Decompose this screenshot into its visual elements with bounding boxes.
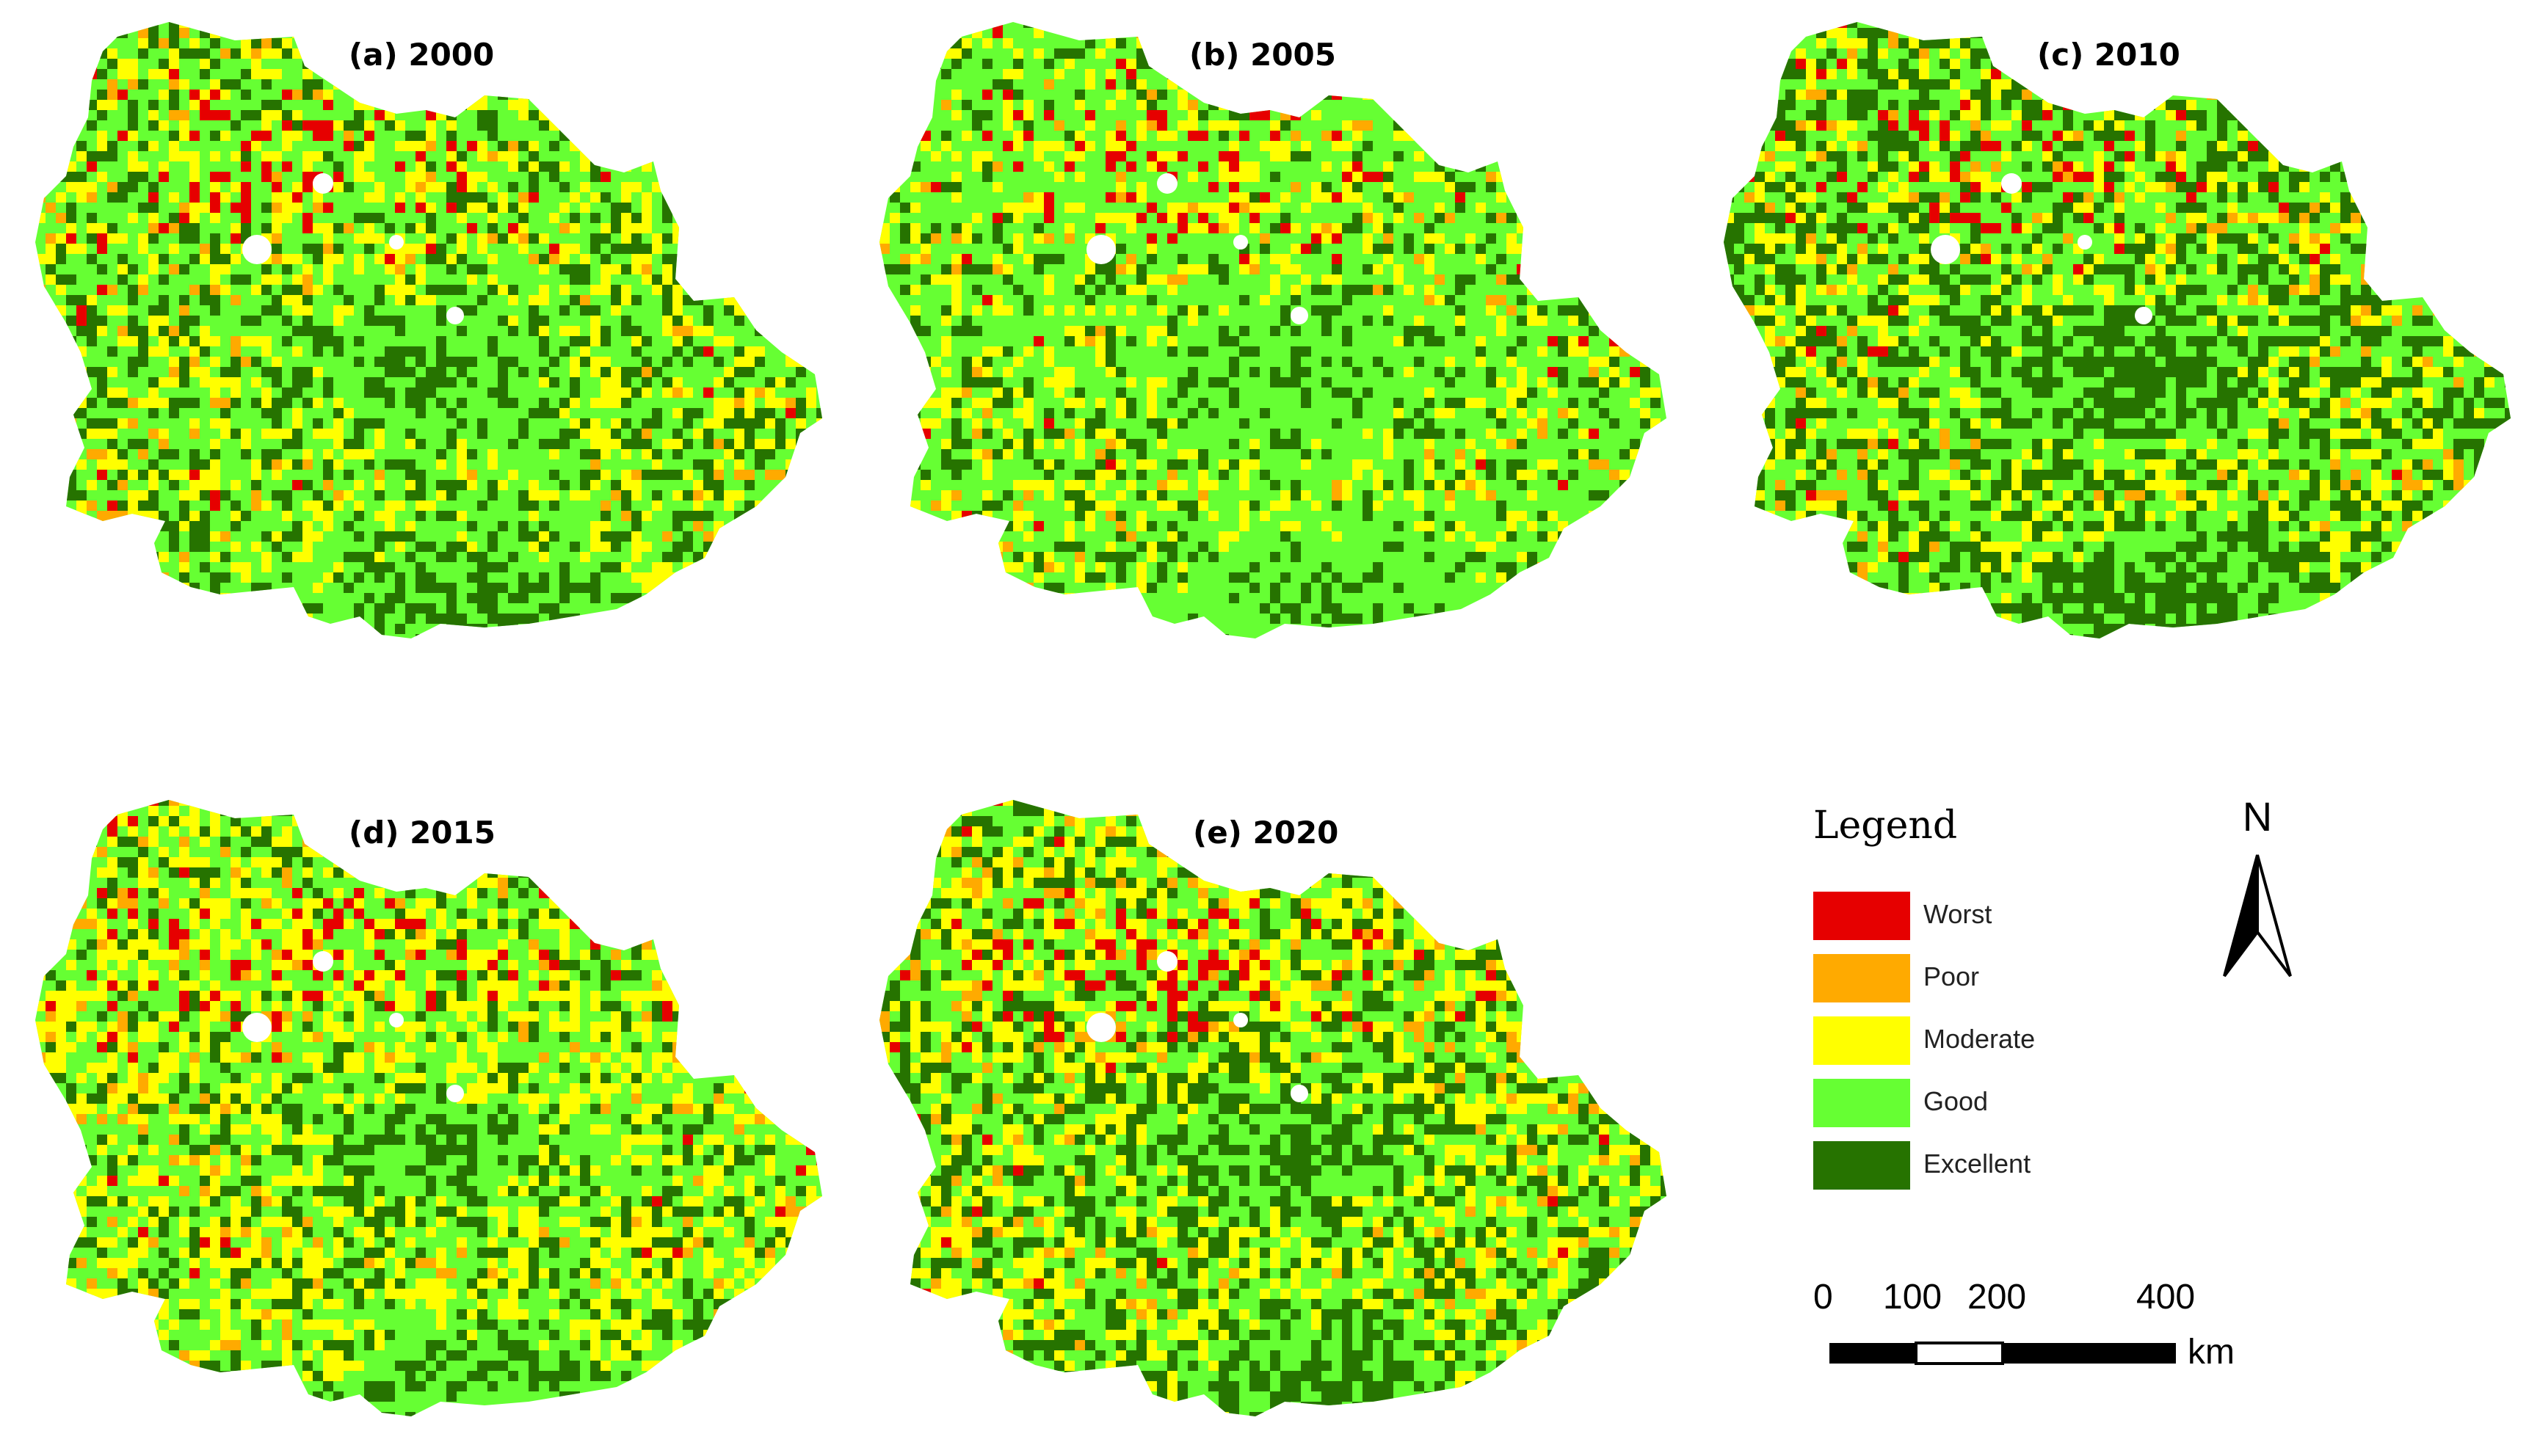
map-raster	[35, 800, 822, 1416]
map-panel-2005: (b) 2005	[859, 7, 1696, 668]
north-label: N	[2242, 793, 2273, 840]
map-raster	[879, 800, 1666, 1416]
map-raster	[1724, 22, 2511, 638]
map-panel-2010: (c) 2010	[1703, 7, 2529, 668]
north-arrow-icon	[2223, 854, 2292, 978]
legend-swatch-good	[1813, 1079, 1910, 1127]
legend-label-excellent: Excellent	[1923, 1149, 2031, 1179]
legend-item-worst: Worst	[1813, 892, 2195, 940]
legend-label-worst: Worst	[1923, 899, 1992, 929]
scale-label-100: 100	[1883, 1278, 1942, 1317]
legend-label-good: Good	[1923, 1086, 1989, 1116]
map-panel-2015: (d) 2015	[15, 785, 852, 1446]
scale-label-200: 200	[1967, 1278, 2027, 1317]
legend-label-moderate: Moderate	[1923, 1024, 2036, 1054]
panel-title: (c) 2010	[2037, 37, 2180, 73]
legend-swatch-excellent	[1813, 1141, 1910, 1190]
map-raster	[879, 22, 1666, 638]
legend-label-poor: Poor	[1923, 961, 1980, 991]
scale-bar: 0 100 200 400 km	[1813, 1277, 2254, 1387]
panel-title: (a) 2000	[349, 37, 495, 73]
legend-item-excellent: Excellent	[1813, 1141, 2195, 1190]
scale-label-0: 0	[1813, 1278, 1833, 1317]
map-panel-2020: (e) 2020	[859, 785, 1696, 1446]
legend-item-moderate: Moderate	[1813, 1016, 2195, 1065]
scale-unit: km	[2188, 1333, 2235, 1372]
panel-title: (e) 2020	[1193, 815, 1339, 851]
legend-item-poor: Poor	[1813, 954, 2195, 1002]
scale-bar-graphic	[1829, 1342, 2176, 1365]
legend-swatch-moderate	[1813, 1016, 1910, 1065]
panel-title: (d) 2015	[349, 815, 496, 851]
map-panel-2000: (a) 2000	[15, 7, 852, 668]
map-raster	[35, 22, 822, 638]
panel-title: (b) 2005	[1189, 37, 1336, 73]
legend: Legend Worst Poor Moderate Good Excellen…	[1813, 804, 2224, 1200]
north-arrow: N	[2202, 793, 2312, 983]
legend-item-good: Good	[1813, 1079, 2195, 1127]
legend-swatch-worst	[1813, 892, 1910, 940]
legend-swatch-poor	[1813, 954, 1910, 1002]
legend-title: Legend	[1813, 804, 1958, 848]
scale-label-400: 400	[2136, 1278, 2196, 1317]
